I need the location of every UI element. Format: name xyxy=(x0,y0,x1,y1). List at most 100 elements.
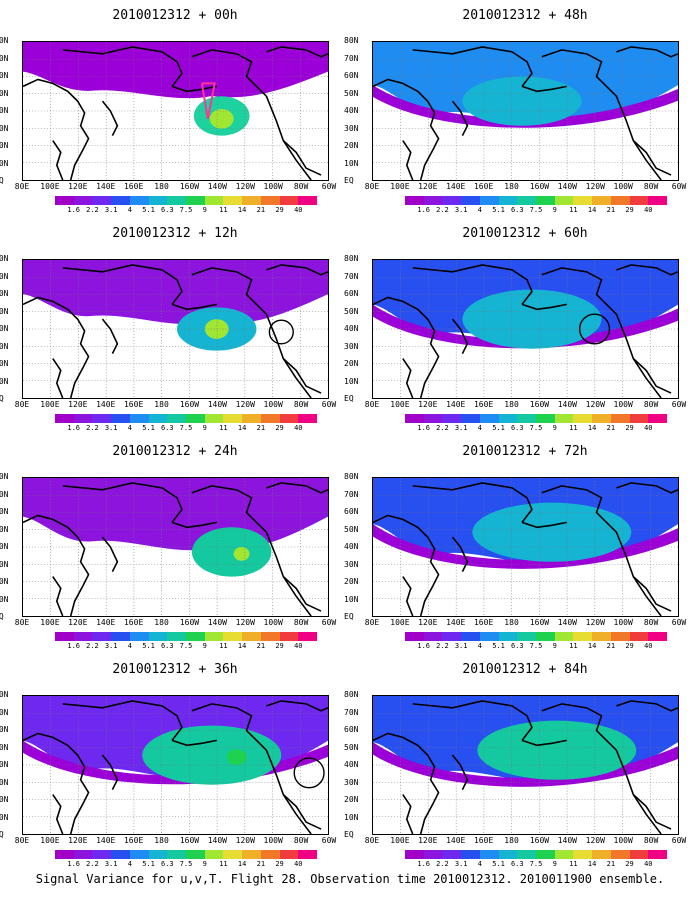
colorbar-label: 6.3 xyxy=(510,860,524,868)
colorbar-label: 21 xyxy=(256,642,266,650)
colorbar-swatch xyxy=(536,632,555,641)
colorbar: 1.6 2.2 3.1 4 5.1 6.3 7.5 9 11 14 21 29 40 xyxy=(55,196,318,216)
latitude-label: 40N xyxy=(0,106,9,115)
latitude-axis: 80N 70N 60N 50N 40N 30N 20N 10N EQ xyxy=(0,36,20,186)
colorbar-swatch xyxy=(479,850,499,859)
coastline xyxy=(521,85,567,93)
colorbar-label: 21 xyxy=(606,860,616,868)
latitude-axis: 80N 70N 60N 50N 40N 30N 20N 10N EQ xyxy=(0,254,20,404)
colorbar-label: 40 xyxy=(644,206,653,214)
colorbar-swatch xyxy=(592,632,611,641)
latitude-label: 20N xyxy=(344,141,359,150)
latitude-label: 20N xyxy=(0,141,9,150)
colorbar-label: 2.2 xyxy=(86,206,99,214)
colorbar-swatch xyxy=(92,850,112,859)
variance-map xyxy=(372,41,679,181)
latitude-label: 70N xyxy=(344,271,359,281)
variance-map xyxy=(22,41,329,181)
colorbar-label: 21 xyxy=(256,206,266,214)
longitude-label: 180 xyxy=(504,836,519,845)
variance-field xyxy=(23,260,328,398)
colorbar-label: 29 xyxy=(275,642,284,650)
longitude-label: 60W xyxy=(671,836,687,845)
coastline xyxy=(451,318,469,354)
colorbar: 1.6 2.2 3.1 4 5.1 6.3 7.5 9 11 14 21 29 40 xyxy=(55,632,318,652)
colorbar-label: 9 xyxy=(552,860,557,868)
latitude-label: 80N xyxy=(0,36,9,45)
colorbar-label: 7.5 xyxy=(529,206,543,214)
variance-map xyxy=(372,259,679,399)
colorbar-label: 5.1 xyxy=(142,424,155,432)
colorbar-swatch xyxy=(498,196,518,205)
latitude-label: 20N xyxy=(0,577,9,586)
colorbar-labels: 1.6 2.2 3.1 4 5.1 6.3 7.5 9 11 14 21 29 40 xyxy=(55,643,317,651)
variance-rim xyxy=(373,304,678,349)
colorbar-label: 6.3 xyxy=(510,424,524,432)
colorbar-swatch xyxy=(517,850,537,859)
colorbar-label: 14 xyxy=(587,860,597,868)
colorbar-swatch xyxy=(573,196,593,205)
colorbar-swatch xyxy=(298,414,318,423)
colorbar-label: 40 xyxy=(644,642,653,650)
longitude-label: 180 xyxy=(504,182,519,191)
coastline xyxy=(451,100,469,136)
colorbar-swatch xyxy=(648,850,668,859)
colorbar-label: 7.5 xyxy=(529,642,543,650)
latitude-label: 70N xyxy=(344,53,359,63)
colorbar-swatch xyxy=(55,632,74,641)
coastline xyxy=(412,264,533,305)
colorbar-label: 7.5 xyxy=(179,424,193,432)
longitude-axis: 80E 100E 120E 140E 160E 180 160W 140W 120W 100W 80… xyxy=(14,619,338,629)
variance-field xyxy=(373,696,678,834)
colorbar-swatches xyxy=(55,196,318,205)
colorbar-swatch xyxy=(223,850,243,859)
latitude-label: 60N xyxy=(0,507,9,516)
colorbar-label: 40 xyxy=(644,860,653,868)
longitude-axis: 80E 100E 120E 140E 160E 180 160W 140W 120W 100W 80… xyxy=(14,837,338,847)
panel-title: 2010012312 + 48h xyxy=(462,8,588,23)
longitude-axis: 80E 100E 120E 140E 160E 180 160W 140W 120W 100W 80… xyxy=(364,401,688,411)
colorbar-swatch xyxy=(629,632,649,641)
colorbar-swatch xyxy=(498,414,518,423)
longitude-label: 140E xyxy=(446,400,466,409)
colorbar-swatch xyxy=(554,632,574,641)
colorbar-swatch xyxy=(554,850,574,859)
longitude-axis: 80E 100E 120E 140E 160E 180 160W 140W 120W 100W 80… xyxy=(364,837,688,847)
longitude-label: 100W xyxy=(263,836,283,845)
colorbar-label: 4 xyxy=(477,860,482,868)
colorbar-label: 29 xyxy=(625,424,634,432)
latitude-label: 20N xyxy=(344,359,359,368)
colorbar-swatch xyxy=(111,632,130,641)
map-panel-00h: 2010012312 + 00h 80N 70N 60N 50N 40N 30N 20N 10N… xyxy=(0,0,350,218)
colorbar-swatch xyxy=(423,196,443,205)
longitude-label: 80W xyxy=(293,182,309,191)
colorbar-swatch xyxy=(242,632,261,641)
longitude-label: 120W xyxy=(235,400,255,409)
coastline xyxy=(62,482,183,523)
colorbar: 1.6 2.2 3.1 4 5.1 6.3 7.5 9 11 14 21 29 40 xyxy=(405,632,668,652)
latitude-label: 10N xyxy=(344,376,359,386)
variance-core xyxy=(191,527,272,577)
longitude-label: 120E xyxy=(68,400,88,409)
variance-rim xyxy=(373,524,678,569)
latitude-label: 20N xyxy=(0,359,9,368)
longitude-label: 80E xyxy=(14,836,30,845)
variance-map xyxy=(372,477,679,617)
longitude-label: 120W xyxy=(585,836,605,845)
longitude-label: 160W xyxy=(179,182,200,191)
variance-field xyxy=(23,696,328,834)
colorbar-label: 3.1 xyxy=(454,424,468,432)
coastline xyxy=(191,703,312,834)
colorbar-label: 11 xyxy=(219,642,228,650)
panel-title: 2010012312 + 24h xyxy=(112,444,238,459)
latitude-label: EQ xyxy=(344,176,354,185)
colorbar-swatch xyxy=(55,850,74,859)
coastline xyxy=(62,264,183,305)
colorbar-swatch xyxy=(129,196,149,205)
colorbar-swatch xyxy=(186,632,205,641)
longitude-label: 80W xyxy=(643,618,659,627)
colorbar-label: 14 xyxy=(237,860,247,868)
colorbar-swatch xyxy=(405,632,424,641)
latitude-label: 50N xyxy=(344,524,359,534)
latitude-label: 50N xyxy=(344,88,359,98)
